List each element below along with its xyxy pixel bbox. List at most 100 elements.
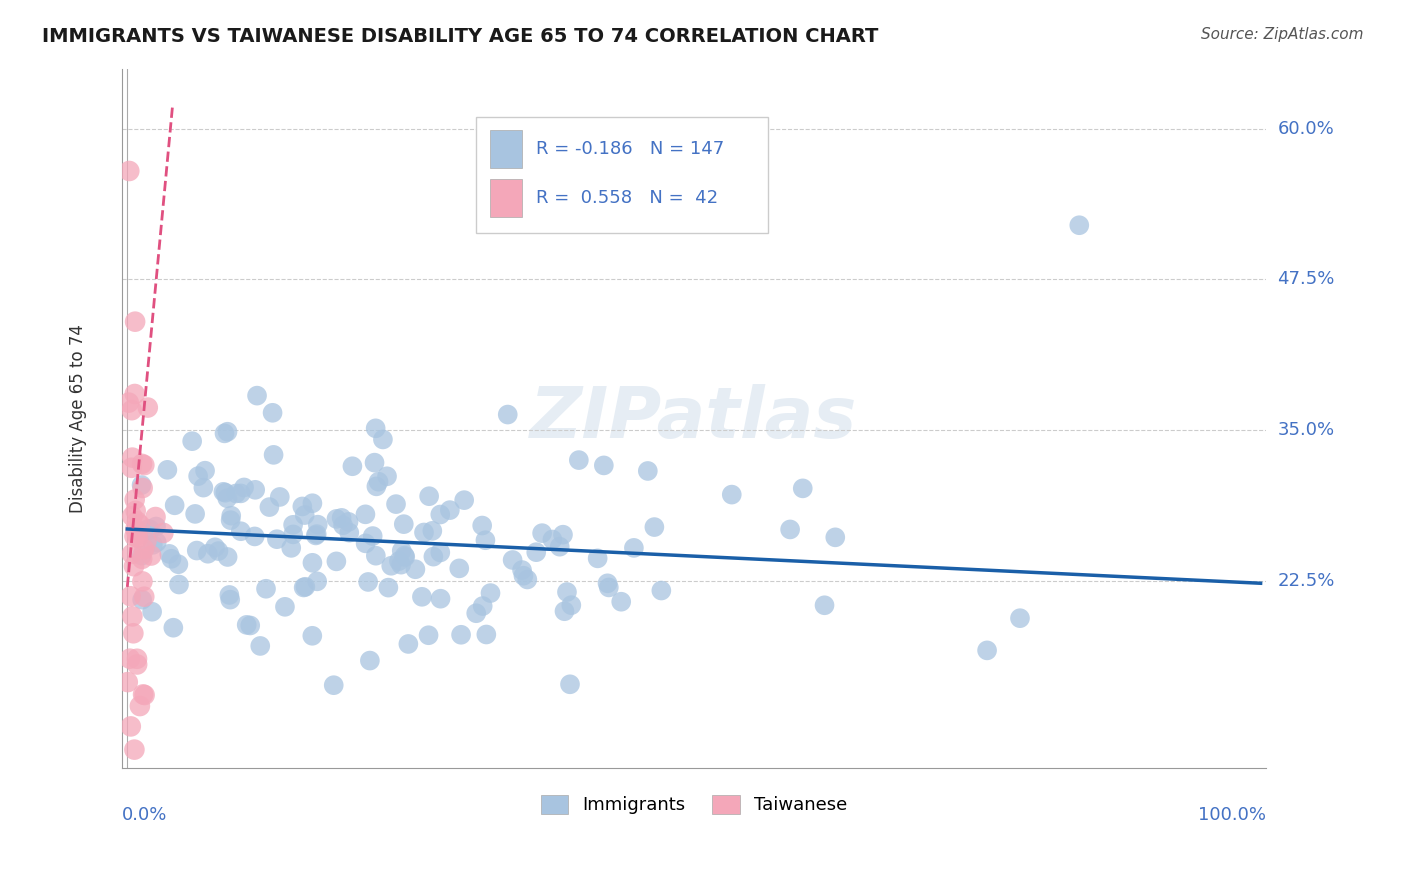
Point — [637, 464, 659, 478]
Point — [118, 395, 141, 409]
Point — [141, 605, 163, 619]
Point — [824, 530, 846, 544]
Point — [214, 426, 236, 441]
Point — [516, 573, 538, 587]
Point — [266, 532, 288, 546]
Point — [429, 591, 451, 606]
Point — [121, 609, 143, 624]
Point — [263, 448, 285, 462]
Point — [291, 500, 314, 514]
Point — [475, 627, 498, 641]
Point — [354, 508, 377, 522]
Point — [596, 576, 619, 591]
Point — [429, 508, 451, 522]
Point — [394, 549, 416, 563]
Point — [131, 549, 153, 563]
Point — [145, 519, 167, 533]
Point — [396, 637, 419, 651]
Point — [134, 458, 156, 472]
Text: 0.0%: 0.0% — [122, 806, 167, 824]
Point — [496, 408, 519, 422]
Point — [212, 484, 235, 499]
Point — [269, 490, 291, 504]
Point — [125, 527, 148, 541]
Point — [181, 434, 204, 449]
Point — [243, 529, 266, 543]
Point — [555, 585, 578, 599]
Point — [197, 547, 219, 561]
Text: R =  0.558   N =  42: R = 0.558 N = 42 — [536, 189, 718, 207]
Point — [471, 518, 494, 533]
Point — [245, 483, 267, 497]
Point — [524, 545, 547, 559]
Point — [131, 574, 153, 589]
Text: ZIPatlas: ZIPatlas — [530, 384, 858, 452]
Point — [720, 487, 742, 501]
Point — [592, 458, 614, 473]
Point — [337, 515, 360, 529]
Point — [136, 522, 159, 536]
Point — [163, 498, 186, 512]
Point — [145, 535, 167, 549]
Point — [558, 677, 581, 691]
Point — [156, 463, 179, 477]
Point — [420, 524, 443, 538]
Point — [294, 508, 316, 522]
Legend: Immigrants, Taiwanese: Immigrants, Taiwanese — [533, 788, 855, 822]
Point — [262, 406, 284, 420]
Point — [204, 541, 226, 555]
Point — [121, 403, 143, 417]
Point — [322, 678, 344, 692]
Point — [375, 469, 398, 483]
Text: 100.0%: 100.0% — [1198, 806, 1267, 824]
Point — [274, 599, 297, 614]
Point — [162, 621, 184, 635]
Point — [131, 592, 153, 607]
Point — [551, 527, 574, 541]
Point — [259, 500, 281, 514]
Point — [157, 547, 180, 561]
Point — [366, 479, 388, 493]
Point — [418, 489, 440, 503]
Point — [301, 556, 323, 570]
Point — [342, 459, 364, 474]
Point — [429, 545, 451, 559]
Point — [131, 481, 153, 495]
Point — [305, 527, 328, 541]
Point — [377, 581, 399, 595]
FancyBboxPatch shape — [491, 129, 522, 169]
Point — [131, 552, 153, 566]
Point — [122, 559, 145, 574]
Point — [404, 562, 426, 576]
Point — [422, 549, 444, 564]
Point — [474, 533, 496, 548]
Point — [359, 654, 381, 668]
Point — [363, 456, 385, 470]
Point — [307, 574, 329, 589]
Point — [650, 583, 672, 598]
Point — [122, 626, 145, 640]
Point — [246, 389, 269, 403]
Point — [193, 481, 215, 495]
Point — [465, 606, 488, 620]
Text: 60.0%: 60.0% — [1278, 120, 1334, 137]
Point — [354, 536, 377, 550]
Point — [160, 551, 183, 566]
Point — [131, 457, 153, 471]
Point — [283, 527, 305, 541]
Text: R = -0.186   N = 147: R = -0.186 N = 147 — [536, 140, 724, 158]
Point — [385, 497, 408, 511]
Point — [229, 486, 252, 500]
Point — [361, 529, 384, 543]
Point — [117, 675, 139, 690]
Point — [217, 425, 239, 439]
Point — [187, 469, 209, 483]
Point — [388, 554, 411, 568]
Point — [1069, 219, 1091, 233]
Point — [510, 563, 533, 577]
Point — [136, 401, 159, 415]
Point — [301, 629, 323, 643]
Point — [439, 503, 461, 517]
Point — [134, 688, 156, 702]
Point — [325, 512, 347, 526]
